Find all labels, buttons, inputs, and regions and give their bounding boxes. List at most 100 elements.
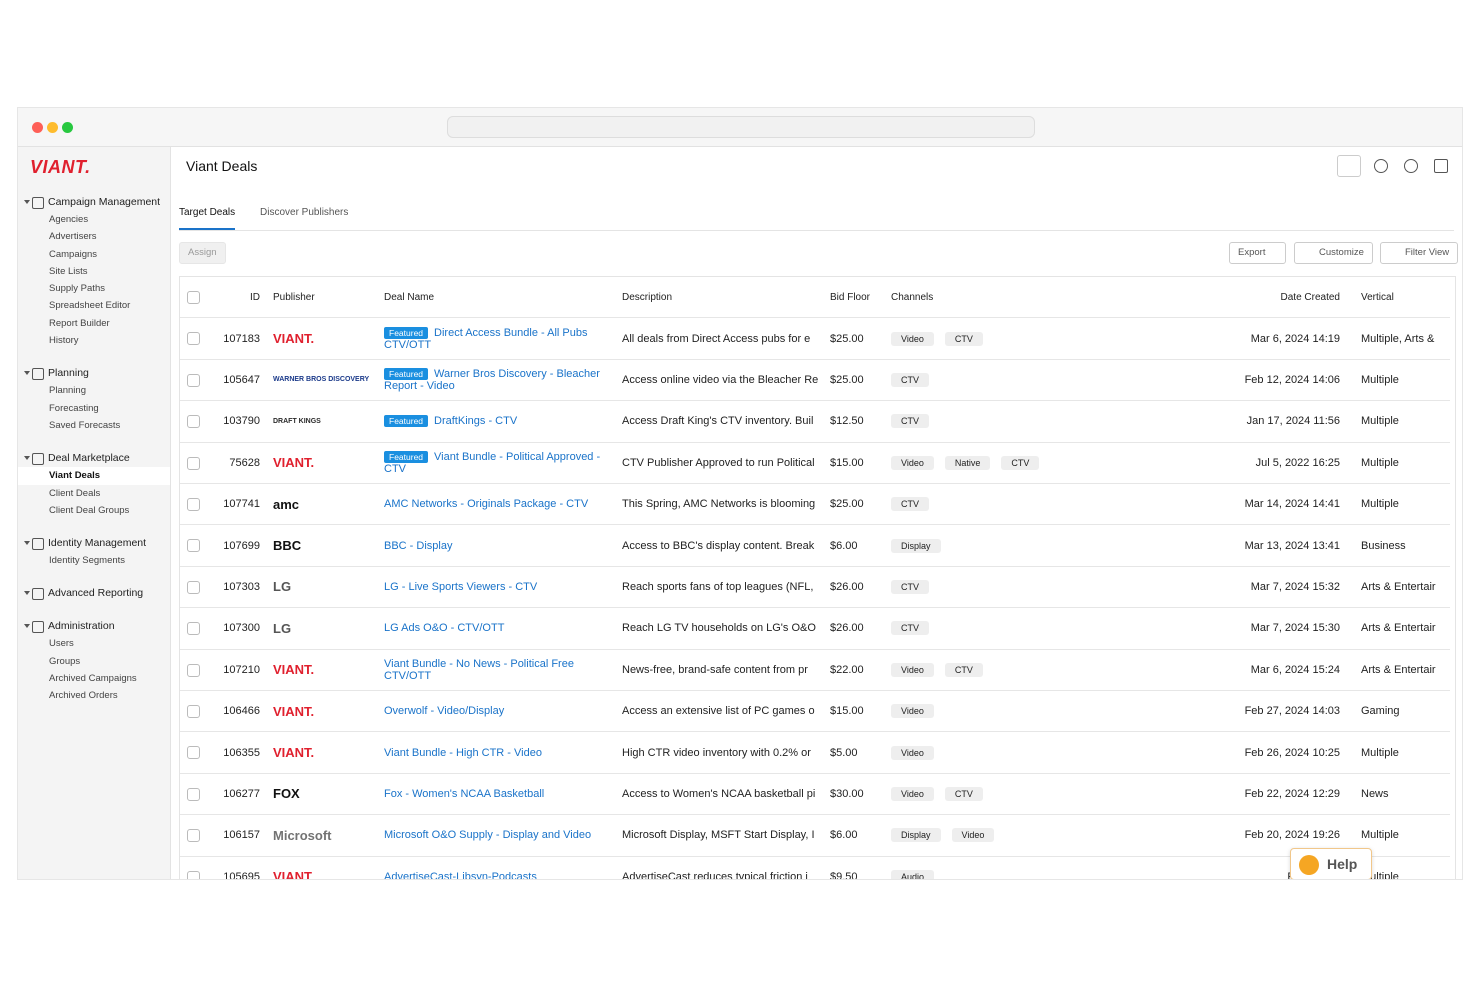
- date-created-cell: Jul 5, 2022 16:25: [1180, 443, 1340, 483]
- channels-cell: Channels: [891, 277, 1131, 317]
- bid-floor-cell: $26.00: [830, 608, 885, 648]
- checkbox[interactable]: [187, 539, 200, 553]
- nav-group-title[interactable]: Administration: [18, 617, 170, 635]
- deal-id: 107183: [223, 332, 260, 345]
- nav-group-title[interactable]: Campaign Management: [18, 193, 170, 211]
- filter-view-button[interactable]: Filter View: [1380, 242, 1459, 264]
- zoom-button[interactable]: [62, 122, 73, 133]
- deal-name[interactable]: LG - Live Sports Viewers - CTV: [384, 580, 538, 593]
- checkbox[interactable]: [187, 870, 200, 879]
- vertical-cell: Multiple, Arts &: [1361, 318, 1437, 358]
- deal-name[interactable]: LG Ads O&O - CTV/OTT: [384, 622, 505, 635]
- tab[interactable]: Discover Publishers: [260, 207, 349, 218]
- checkbox[interactable]: [187, 787, 200, 801]
- checkbox[interactable]: [187, 580, 200, 594]
- deal-name-wrap: LG Ads O&O - CTV/OTT: [384, 622, 504, 634]
- nav-item[interactable]: Users: [49, 638, 74, 650]
- column-header[interactable]: Date Created: [1280, 291, 1340, 303]
- deal-name[interactable]: Viant Bundle - High CTR - Video: [384, 746, 542, 759]
- nav-item[interactable]: Site Lists: [49, 265, 88, 277]
- deal-name[interactable]: Fox - Women's NCAA Basketball: [384, 787, 545, 800]
- vertical-cell: Multiple: [1361, 443, 1437, 483]
- search-button[interactable]: [1337, 155, 1361, 177]
- logo[interactable]: VIANT.: [30, 157, 91, 177]
- nav-item[interactable]: Advertisers: [49, 231, 97, 243]
- nav-item[interactable]: History: [49, 335, 79, 347]
- nav-group: Administration Users Groups Archived Campai…: [18, 617, 170, 704]
- checkbox[interactable]: [187, 332, 200, 346]
- nav-item[interactable]: Client Deal Groups: [49, 504, 130, 516]
- nav-item[interactable]: Agencies: [49, 214, 89, 225]
- bid-floor: $5.00: [830, 746, 858, 759]
- help-button[interactable]: Help: [1290, 848, 1372, 879]
- close-button[interactable]: [32, 122, 43, 133]
- nav-group-title[interactable]: Deal Marketplace: [18, 449, 170, 467]
- deal-name[interactable]: Viant Bundle - Political Approved - CTV: [384, 450, 601, 475]
- nav-item[interactable]: Client Deals: [49, 487, 101, 499]
- vertical: Multiple: [1361, 456, 1399, 469]
- nav-item[interactable]: Identity Segments: [49, 555, 126, 567]
- checkbox[interactable]: [187, 705, 200, 718]
- bid-floor: $12.50: [830, 415, 864, 428]
- customize-button[interactable]: Customize: [1294, 242, 1373, 264]
- checkbox[interactable]: [187, 415, 200, 429]
- description: All deals from Direct Access pubs for e: [622, 332, 811, 345]
- checkbox[interactable]: [187, 456, 200, 470]
- nav-item[interactable]: Archived Campaigns: [49, 673, 137, 685]
- deal-name[interactable]: Direct Access Bundle - All Pubs CTV/OTT: [384, 326, 588, 351]
- vertical-cell: Arts & Entertair: [1361, 608, 1437, 648]
- deal-name[interactable]: AMC Networks - Originals Package - CTV: [384, 498, 589, 511]
- deal-name[interactable]: Overwolf - Video/Display: [384, 705, 505, 718]
- nav-item[interactable]: Groups: [49, 655, 81, 667]
- nav-item[interactable]: Planning: [49, 385, 86, 397]
- publisher-cell: BBC: [273, 525, 373, 565]
- checkbox[interactable]: [187, 291, 200, 304]
- deal-name-wrap: Microsoft O&O Supply - Display and Video: [384, 829, 591, 841]
- logout-button[interactable]: [1434, 159, 1448, 173]
- checkbox[interactable]: [187, 622, 200, 636]
- nav-item[interactable]: Report Builder: [49, 317, 110, 329]
- checkbox[interactable]: [187, 746, 200, 760]
- checkbox[interactable]: [187, 829, 200, 843]
- minimize-button[interactable]: [47, 122, 58, 133]
- publisher-logo: WARNER BROS DISCOVERY: [273, 376, 370, 384]
- nav-item[interactable]: Viant Deals: [18, 467, 170, 485]
- channels-cell: Display: [891, 525, 1131, 565]
- settings-button[interactable]: [1404, 159, 1418, 173]
- date-created: Mar 6, 2024 14:19: [1250, 332, 1340, 345]
- checkbox[interactable]: [187, 373, 200, 387]
- deal-name[interactable]: Viant Bundle - No News - Political Free …: [384, 657, 574, 682]
- export-button[interactable]: Export: [1229, 242, 1287, 264]
- deal-name[interactable]: AdvertiseCast-Libsyn-Podcasts: [384, 870, 537, 880]
- checkbox[interactable]: [187, 663, 200, 677]
- date-created-cell: Feb 26, 2024 10:25: [1180, 732, 1340, 772]
- nav-item[interactable]: Supply Paths: [49, 283, 105, 295]
- nav-item[interactable]: Spreadsheet Editor: [49, 300, 131, 312]
- history-button[interactable]: [1374, 159, 1388, 173]
- vertical: Arts & Entertair: [1361, 580, 1436, 593]
- address-bar[interactable]: [447, 116, 1035, 138]
- channels-cell: Video CTV: [891, 318, 1131, 358]
- nav-item[interactable]: Campaigns: [49, 248, 98, 260]
- nav-item[interactable]: Forecasting: [49, 402, 99, 414]
- nav-item[interactable]: Archived Orders: [49, 690, 118, 702]
- deal-name[interactable]: DraftKings - CTV: [434, 415, 518, 428]
- deal-name[interactable]: Warner Bros Discovery - Bleacher Report …: [384, 367, 600, 392]
- deal-name[interactable]: BBC - Display: [384, 539, 453, 552]
- date-created-cell: Mar 6, 2024 14:19: [1180, 318, 1340, 358]
- nav-group-title[interactable]: Identity Management: [18, 534, 170, 552]
- description-cell: Reach sports fans of top leagues (NFL,: [622, 567, 818, 607]
- tab[interactable]: Target Deals: [179, 207, 236, 230]
- nav-group-title[interactable]: Planning: [18, 364, 170, 382]
- deal-row: 106355 VIANT. Viant Bundle - High CTR - Vi…: [180, 732, 1450, 774]
- deal-name-wrap: Featured Warner Bros Discovery - Bleacher…: [384, 367, 604, 392]
- id-cell: 107300: [210, 608, 260, 648]
- channel-chip: CTV: [944, 331, 983, 346]
- nav-group-title[interactable]: Advanced Reporting: [18, 584, 170, 602]
- checkbox[interactable]: [187, 498, 200, 511]
- channels-cell: Video CTV: [891, 774, 1131, 814]
- deal-name[interactable]: Microsoft O&O Supply - Display and Video: [384, 829, 592, 842]
- featured-badge: Featured: [384, 367, 429, 380]
- assign-button[interactable]: Assign: [179, 242, 226, 264]
- nav-item[interactable]: Saved Forecasts: [49, 419, 121, 431]
